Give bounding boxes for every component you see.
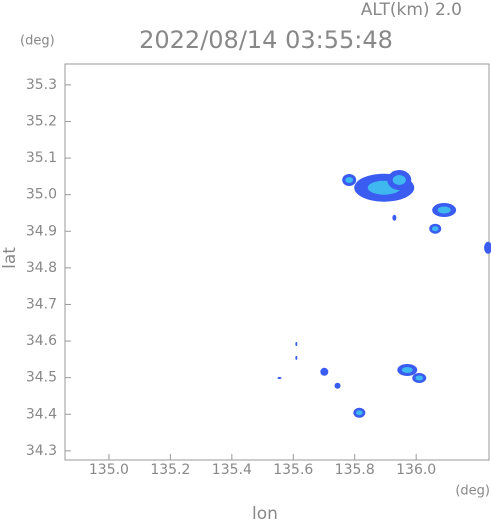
echo-cell (392, 214, 397, 221)
y-tick-label: 34.6 (26, 333, 57, 349)
y-tick-label: 34.3 (26, 443, 57, 459)
y-tick-label: 34.5 (26, 370, 57, 386)
y-tick-label: 34.7 (26, 296, 57, 312)
x-tick-label: 135.0 (89, 462, 129, 478)
x-tick-label: 135.2 (150, 462, 190, 478)
echo-core (345, 177, 354, 184)
echo-core (401, 366, 413, 373)
x-axis-label: lon (252, 504, 278, 521)
y-tick-label: 34.8 (26, 260, 57, 276)
y-tick-label: 34.9 (26, 223, 57, 239)
y-axis-label: lat (0, 247, 20, 269)
echo-cell (295, 341, 298, 346)
echo-cell (277, 377, 282, 380)
x-tick-label: 135.8 (335, 462, 375, 478)
altitude-label: ALT(km) 2.0 (361, 0, 462, 20)
y-tick-label: 35.2 (26, 113, 57, 129)
y-tick-label: 35.3 (26, 77, 57, 93)
echo-core (392, 175, 406, 186)
y-tick-label: 35.0 (26, 187, 57, 203)
echo-cell (484, 241, 491, 254)
chart-title: 2022/08/14 03:55:48 (139, 26, 393, 54)
echo-core (431, 226, 439, 232)
plot-frame (64, 63, 490, 461)
echo-core (437, 206, 451, 214)
echo-core (415, 375, 424, 381)
x-tick-label: 135.4 (212, 462, 252, 478)
echo-cell (334, 382, 341, 389)
x-tick-label: 135.6 (273, 462, 313, 478)
y-unit: (deg) (20, 34, 55, 49)
echo-cell (320, 367, 329, 376)
x-unit: (deg) (455, 484, 490, 499)
y-tick-label: 34.4 (26, 406, 57, 422)
echo-cell (295, 355, 298, 360)
x-tick-label: 136.0 (396, 462, 436, 478)
y-tick-label: 35.1 (26, 150, 57, 166)
echo-core (356, 410, 363, 416)
